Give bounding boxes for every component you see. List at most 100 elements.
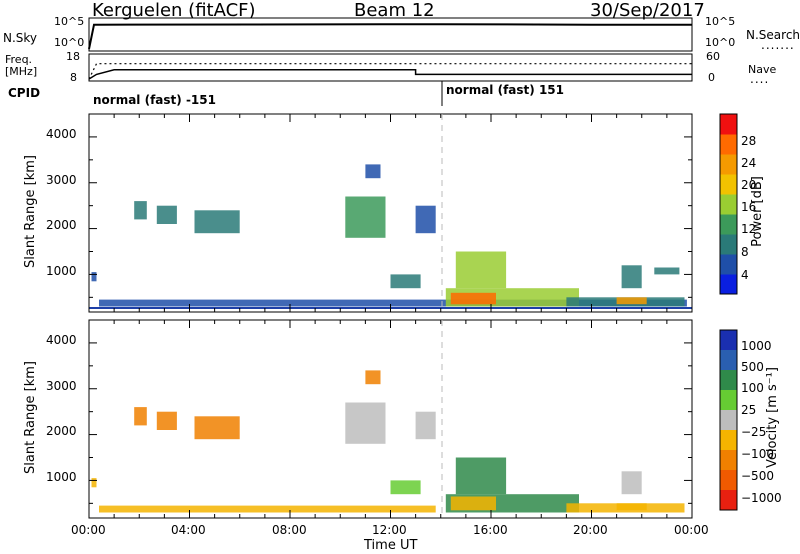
power-cell [415, 205, 436, 234]
velocity-data [91, 370, 685, 513]
date-title: 30/Sep/2017 [590, 0, 705, 21]
station-title: Kerguelen (fitACF) [92, 0, 256, 21]
nave-trace [88, 63, 692, 80]
nave-line [88, 63, 692, 80]
cpid-segment-2: normal (fast) 151 [446, 83, 564, 97]
velocity-cell [91, 478, 97, 488]
velocity-cbar-band [720, 350, 737, 371]
vel-cbar-tick: 500 [741, 360, 764, 374]
freq-label: Freq. [5, 53, 33, 66]
nave-legend-dots: .... [750, 72, 770, 86]
power-cbar-tick: 24 [741, 156, 757, 170]
velocity-cbar-band [720, 330, 737, 351]
power-ytick: 1000 [46, 264, 77, 278]
power-cell [99, 299, 687, 307]
power-cell [616, 297, 647, 305]
power-cell [365, 164, 381, 179]
nsearch-legend-dots: ....... [761, 38, 795, 52]
power-cell [621, 265, 642, 289]
velocity-cell [621, 471, 642, 495]
power-cell [450, 292, 496, 305]
velocity-ytick: 3000 [46, 379, 77, 393]
power-cell [194, 210, 240, 234]
x-tick: 16:00 [473, 523, 508, 537]
power-cbar-band [720, 194, 737, 215]
velocity-cell [455, 457, 507, 495]
x-tick: 00:00 [71, 523, 106, 537]
velocity-cell [194, 416, 240, 440]
power-colorbar [719, 113, 738, 295]
velocity-cell [156, 411, 177, 430]
freq-tick-low: 8 [70, 71, 77, 84]
x-tick: 04:00 [171, 523, 206, 537]
power-cbar-tick: 28 [741, 134, 757, 148]
velocity-cell [345, 402, 386, 444]
nsky-line [88, 23, 692, 50]
power-cbar-band [720, 134, 737, 155]
power-ylabel: Slant Range [km] [22, 155, 38, 268]
beam-title: Beam 12 [354, 0, 435, 21]
velocity-ytick: 4000 [46, 333, 77, 347]
power-ytick: 2000 [46, 218, 77, 232]
velocity-cell [390, 480, 421, 495]
velocity-cbar-band [720, 410, 737, 431]
velocity-cbar-band [720, 470, 737, 491]
freq-trace [88, 69, 692, 80]
power-cbar-band [720, 254, 737, 275]
velocity-colorbar [719, 329, 738, 511]
x-tick: 00:00 [674, 523, 709, 537]
nsky-tick-low: 10^0 [54, 36, 85, 49]
power-cbar-tick: 16 [741, 200, 757, 214]
vel-cbar-tick: 25 [741, 403, 757, 417]
power-data [91, 164, 687, 307]
velocity-cbar-band [720, 450, 737, 471]
nsearch-tick-low: 10^0 [705, 36, 736, 49]
velocity-cbar-band [720, 370, 737, 391]
vel-cbar-tick: 1000 [741, 339, 772, 353]
nsearch-tick-high: 10^5 [705, 15, 736, 28]
vel-cbar-tick: −25 [741, 425, 767, 439]
power-cbar-tick: 20 [741, 178, 757, 192]
velocity-cell [616, 503, 647, 511]
cpid-label: CPID [8, 86, 41, 100]
velocity-cell [99, 505, 436, 513]
nsky-label: N.Sky [3, 31, 38, 45]
velocity-ytick: 2000 [46, 424, 77, 438]
power-cbar-band [720, 114, 737, 135]
velocity-cell [365, 370, 381, 385]
power-cell [91, 272, 97, 282]
nsky-panel-frame [88, 17, 693, 52]
velocity-cbar-band [720, 430, 737, 451]
vel-cbar-tick: −1000 [741, 491, 782, 505]
power-cbar-band [720, 214, 737, 235]
x-tick: 20:00 [573, 523, 608, 537]
power-cell [390, 274, 421, 289]
x-axis-title: Time UT [364, 538, 418, 553]
freq-line [88, 69, 692, 80]
axis-ticks [88, 113, 693, 518]
velocity-cell [450, 496, 496, 511]
power-cbar-frame [719, 113, 738, 295]
nsky-tick-high: 10^5 [54, 15, 85, 28]
vel-cbar-tick: −500 [741, 469, 774, 483]
power-cell [345, 196, 386, 238]
power-cbar-band [720, 174, 737, 195]
freq-panel-frame [88, 53, 693, 82]
power-cbar-tick: 8 [741, 245, 749, 259]
power-cell [654, 267, 680, 275]
freq-tick-high: 18 [66, 50, 80, 63]
nave-tick-high: 60 [706, 50, 720, 63]
power-cbar-band [720, 234, 737, 255]
velocity-cell [134, 407, 147, 426]
power-cell [156, 205, 177, 224]
velocity-cell [415, 411, 436, 440]
velocity-ylabel: Slant Range [km] [22, 361, 38, 474]
power-cbar-tick: 12 [741, 222, 757, 236]
power-cbar-band [720, 154, 737, 175]
cpid-segment-1: normal (fast) -151 [93, 93, 216, 107]
power-ytick: 4000 [46, 127, 77, 141]
nave-tick-low: 0 [708, 71, 715, 84]
nsearch-label: N.Search [746, 28, 800, 42]
velocity-cbar-band [720, 390, 737, 411]
